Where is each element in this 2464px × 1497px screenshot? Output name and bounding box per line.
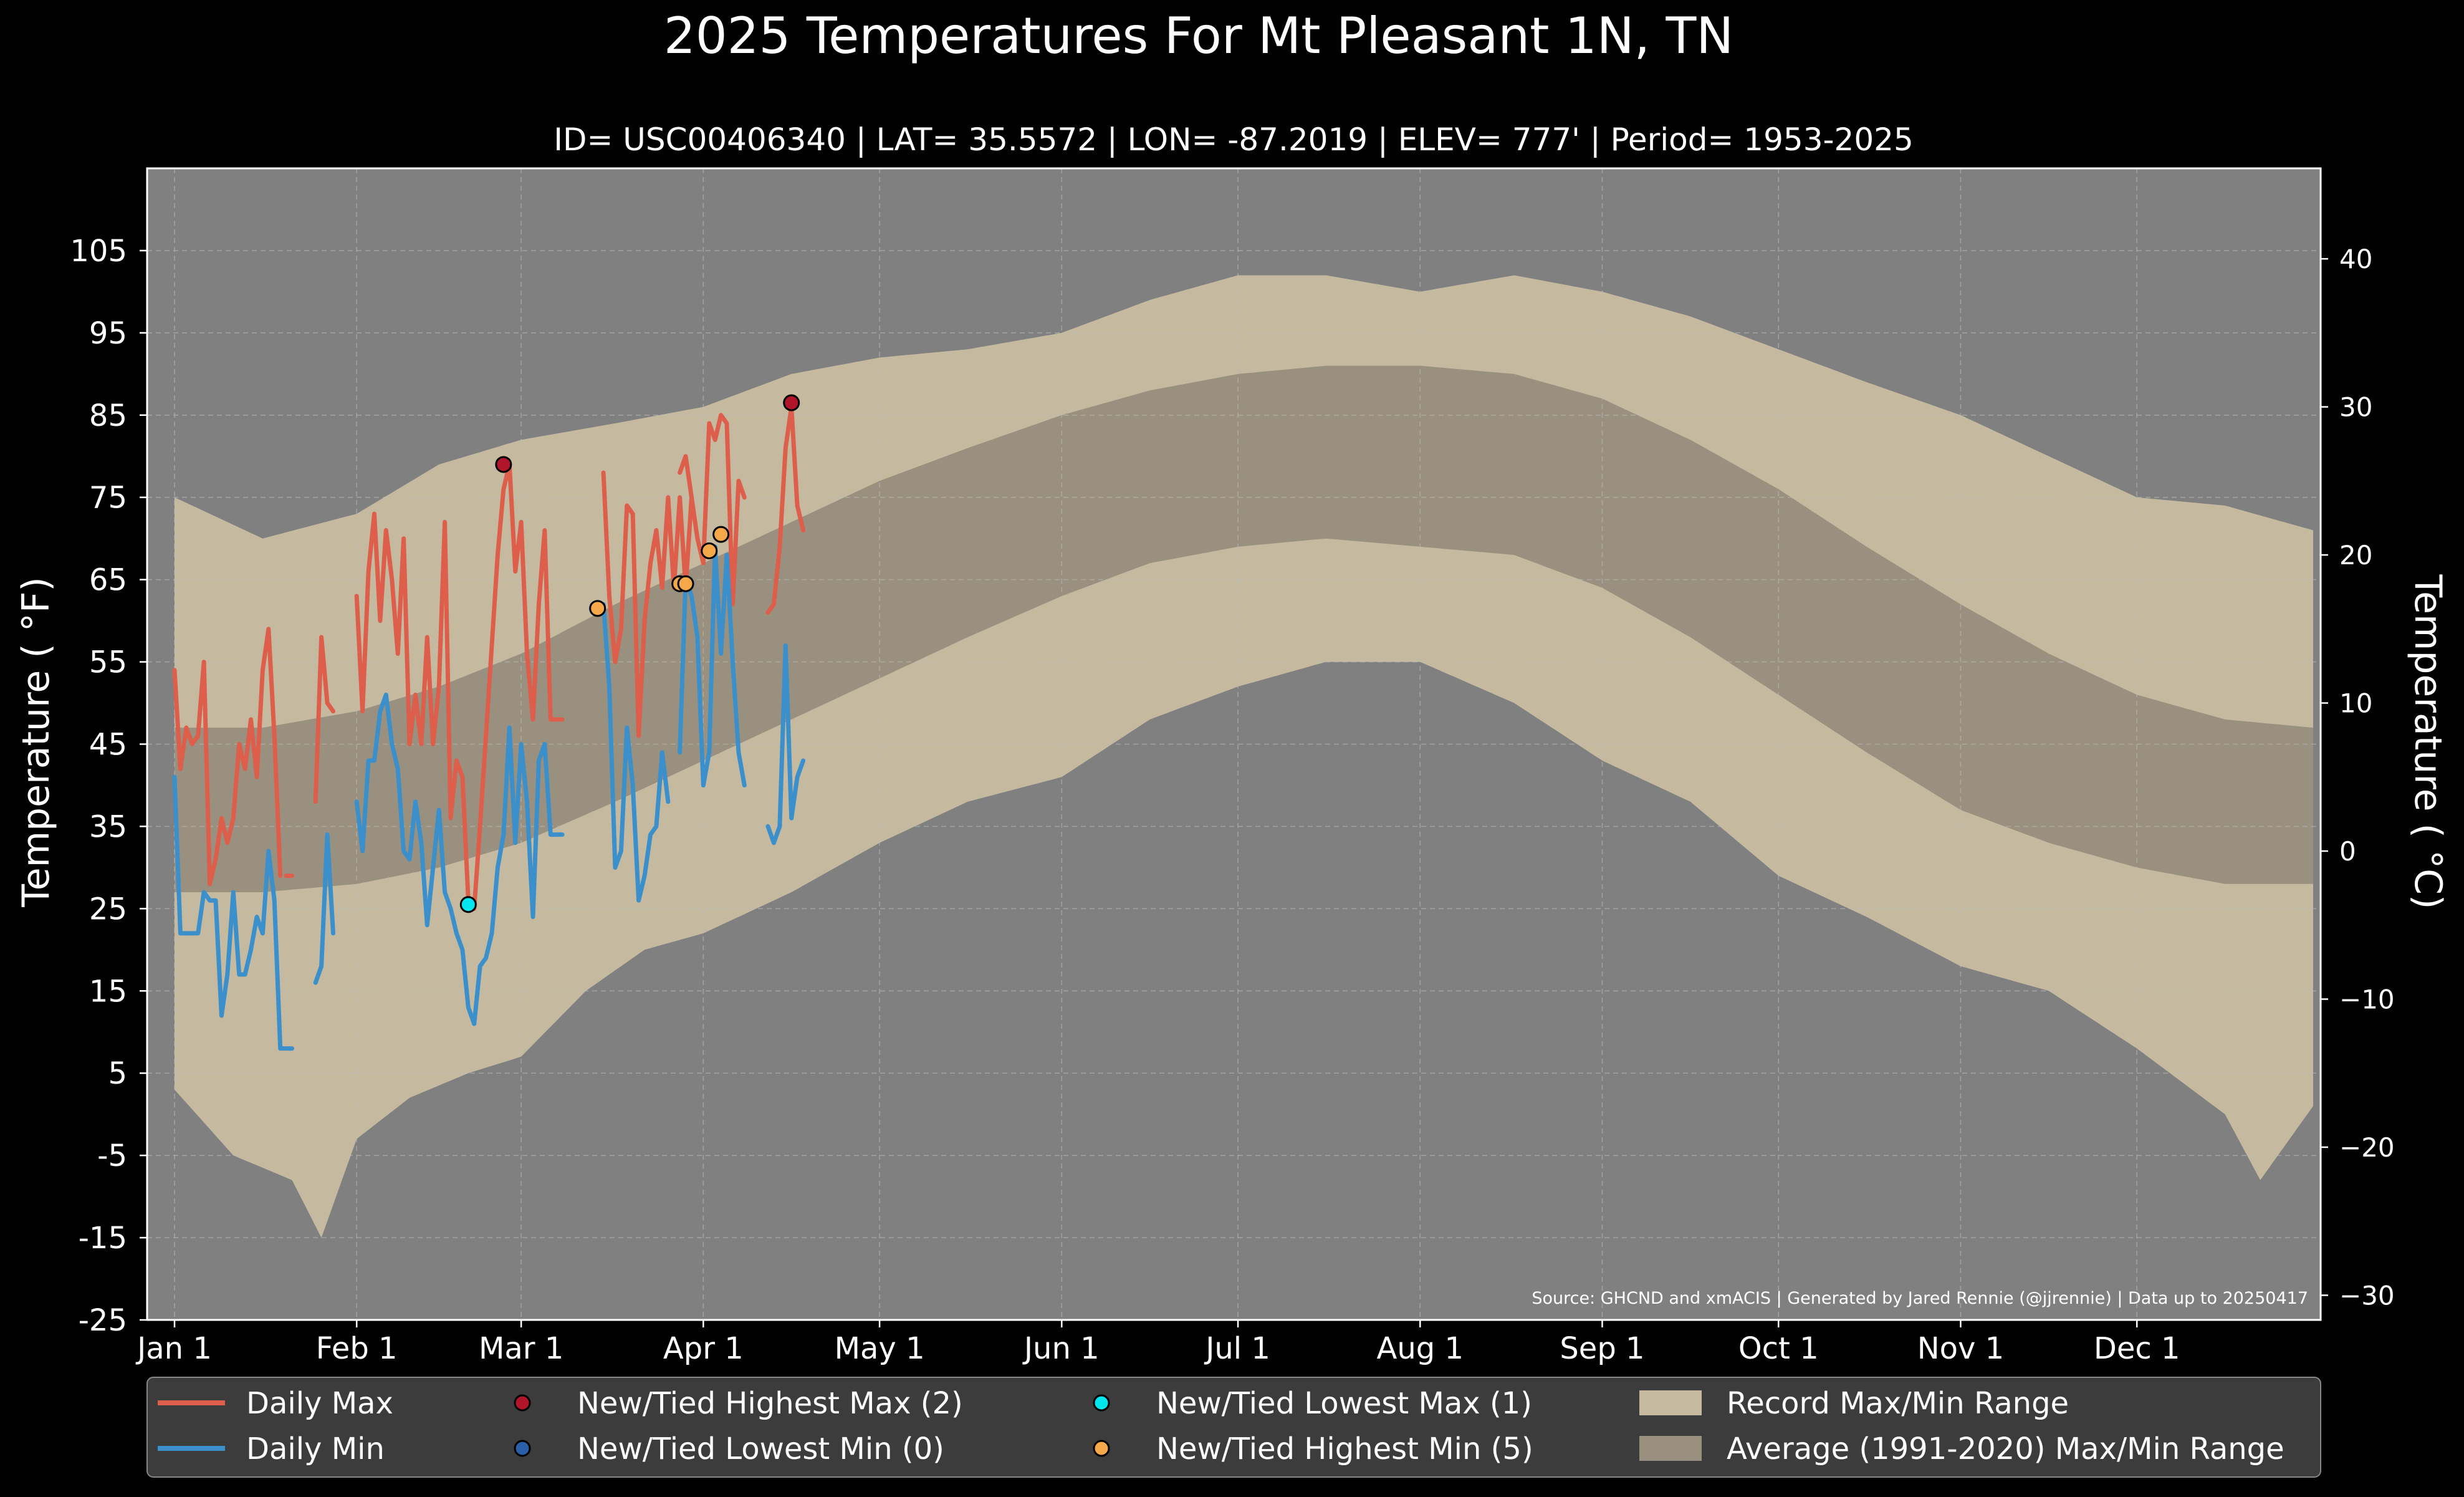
x-tick-label: Jan 1 <box>135 1331 212 1366</box>
new-tied-highest-minmarker <box>589 600 606 617</box>
daily-max-line <box>354 462 565 911</box>
new-tied-highest-minmarker <box>677 575 694 592</box>
legend-new-tied-lowest-min-0-swatch <box>514 1440 531 1457</box>
y-right-tick-label: −20 <box>2339 1132 2395 1163</box>
x-tick-label: Aug 1 <box>1377 1331 1464 1366</box>
y-tick-label: -25 <box>79 1303 127 1338</box>
new-tied-highest-minmarker <box>701 542 718 559</box>
y-tick-label: 35 <box>89 809 127 844</box>
y-tick-label: 45 <box>89 728 127 763</box>
legend-new-tied-highest-max-2-swatch <box>514 1394 531 1412</box>
daily-max-line <box>765 405 806 615</box>
y-right-tick-label: 30 <box>2339 392 2372 423</box>
x-tick-label: Jun 1 <box>1022 1331 1100 1366</box>
y-tick-label: 65 <box>89 563 127 598</box>
y-tick-label: 85 <box>89 398 127 433</box>
plot-area: 105 95 85 75 65 55 45 35 25 15 5 -5 -15 -25 40 30 20 10 0 −… <box>70 167 2395 1366</box>
x-tick-label: Dec 1 <box>2094 1331 2180 1366</box>
new-tied-highest-minmarker <box>712 526 730 543</box>
x-tick-label: Oct 1 <box>1738 1331 1819 1366</box>
x-tick-label: Sep 1 <box>1560 1331 1644 1366</box>
daily-max-line <box>313 635 335 804</box>
y-right-tick-label: −30 <box>2339 1280 2395 1311</box>
legend-average-1991-2020-max-min-range-label: Average (1991-2020) Max/Min Range <box>1727 1432 2284 1466</box>
y-axis-label-right: Temperature ( °C) <box>2406 574 2450 910</box>
chart-subtitle: ID= USC00406340 | LAT= 35.5572 | LON= -8… <box>554 122 1914 158</box>
source-note: Source: GHCND and xmACIS | Generated by … <box>1532 1289 2308 1308</box>
legend-new-tied-lowest-max-1-label: New/Tied Lowest Max (1) <box>1156 1386 1532 1421</box>
y-right-tick-label: −10 <box>2339 984 2395 1014</box>
y-tick-label: 15 <box>89 974 127 1009</box>
y-tick-label: -5 <box>97 1138 127 1173</box>
legend-average-1991-2020-max-min-range-swatch <box>1639 1436 1702 1461</box>
y-right-tick-label: 20 <box>2339 540 2372 570</box>
daily-max-line <box>678 413 747 607</box>
x-tick-label: Feb 1 <box>316 1331 398 1366</box>
legend-daily-max-label: Daily Max <box>246 1386 393 1421</box>
y-tick-label: 5 <box>108 1056 127 1091</box>
legend-new-tied-highest-min-5-label: New/Tied Highest Min (5) <box>1156 1432 1533 1466</box>
legend-record-max-min-range-label: Record Max/Min Range <box>1727 1386 2069 1421</box>
daily-min-line <box>601 602 671 903</box>
x-tick-label: Jul 1 <box>1204 1331 1270 1366</box>
legend-new-tied-lowest-max-1-swatch <box>1093 1394 1110 1412</box>
new-tied-lowest-maxmarker <box>459 896 477 913</box>
new-tied-highest-maxmarker <box>495 456 512 473</box>
legend-new-tied-highest-min-5-swatch <box>1093 1440 1110 1457</box>
y-tick-label: 95 <box>89 316 127 351</box>
legend-new-tied-lowest-min-0-label: New/Tied Lowest Min (0) <box>577 1432 944 1466</box>
daily-min-line <box>313 832 335 985</box>
daily-min-line <box>354 692 565 1026</box>
chart-title: 2025 Temperatures For Mt Pleasant 1N, TN <box>664 7 1733 65</box>
legend-record-max-min-range-swatch <box>1639 1390 1702 1415</box>
y-tick-label: 25 <box>89 892 127 927</box>
daily-min-line <box>765 643 806 845</box>
legend: Daily Max Daily Min New/Tied Highest Max (… <box>146 1377 2321 1478</box>
daily-max-line <box>172 627 283 887</box>
y-tick-label: 105 <box>70 234 127 269</box>
daily-min-line <box>678 544 747 787</box>
daily-max-line <box>601 470 694 738</box>
y-tick-label: 75 <box>89 481 127 516</box>
y-tick-label: -15 <box>79 1221 127 1256</box>
legend-daily-min-label: Daily Min <box>246 1432 385 1466</box>
y-tick-label: 55 <box>89 645 127 680</box>
legend-box <box>146 1377 2321 1478</box>
x-tick-label: May 1 <box>835 1331 925 1366</box>
y-right-tick-label: 0 <box>2339 836 2356 867</box>
daily-min-line <box>172 774 294 1051</box>
x-tick-label: Mar 1 <box>479 1331 563 1366</box>
y-right-tick-label: 40 <box>2339 244 2372 274</box>
new-tied-highest-maxmarker <box>783 394 800 412</box>
y-axis-label-left: Temperature ( °F) <box>14 577 58 908</box>
y-right-tick-label: 10 <box>2339 688 2372 719</box>
x-tick-label: Nov 1 <box>1917 1331 2004 1366</box>
normal-range-band <box>175 365 2313 892</box>
legend-new-tied-highest-max-2-label: New/Tied Highest Max (2) <box>577 1386 963 1421</box>
x-tick-label: Apr 1 <box>663 1331 744 1366</box>
